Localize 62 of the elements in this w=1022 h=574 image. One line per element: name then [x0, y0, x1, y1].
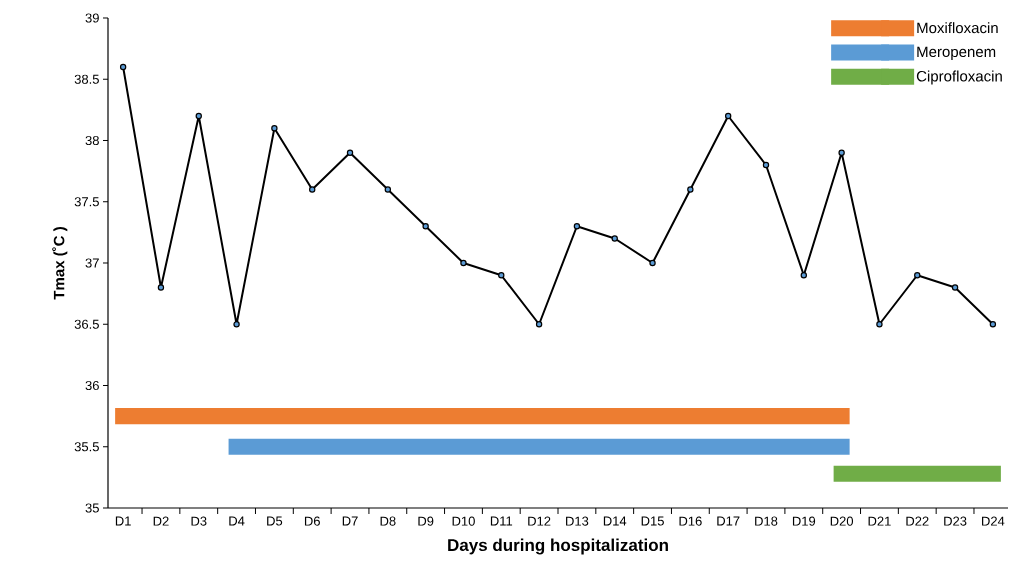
x-tick-label: D9 [418, 516, 434, 526]
point [838, 149, 845, 156]
point [535, 321, 543, 328]
legend-label: Ciprofloxacin [916, 70, 1002, 85]
x-tick-label: D8 [380, 516, 396, 526]
x-tick-label: D24 [982, 516, 1005, 526]
point [346, 149, 354, 156]
x-tick-label: D16 [679, 516, 702, 526]
point [611, 235, 618, 242]
y-axis-title: Tmax (˚C ) [52, 227, 68, 300]
y-tick-label: 38.5 [74, 74, 99, 84]
point [989, 321, 997, 328]
x-tick-label: D6 [304, 516, 320, 526]
x-tick-label: D12 [528, 516, 551, 526]
x-tick-label: D3 [191, 516, 207, 526]
x-tick-label: D2 [153, 516, 169, 526]
x-tick-label: D14 [603, 516, 627, 526]
point [384, 186, 392, 193]
y-tick-label: 36.5 [74, 319, 99, 329]
y-tick-label: 35.5 [74, 442, 99, 452]
point [724, 112, 732, 120]
y-tick-label: 39 [85, 13, 99, 23]
x-tick-label: D1 [115, 516, 131, 526]
point [876, 321, 883, 328]
x-tick-label: D7 [342, 516, 358, 526]
point [233, 321, 240, 328]
point [951, 284, 959, 291]
x-tick-label: D19 [792, 516, 816, 526]
y-tick-label: 36 [85, 380, 99, 391]
x-tick-label: D13 [566, 516, 589, 526]
x-tick-label: D21 [868, 516, 891, 526]
x-tick-label: D5 [267, 516, 283, 526]
point [687, 186, 694, 193]
point [195, 112, 202, 120]
x-axis-title: Days during hospitalization [448, 538, 668, 555]
point [271, 125, 278, 132]
point [119, 63, 127, 71]
x-tick-label: D22 [906, 516, 929, 526]
point [800, 272, 808, 279]
point [460, 259, 467, 267]
x-tick-label: D18 [755, 516, 778, 526]
point [422, 223, 429, 230]
x-tick-label: D20 [830, 516, 854, 526]
y-tick-label: 37 [85, 258, 99, 268]
legend-label: Moxifloxacin [917, 22, 998, 34]
legend-label: Meropenem [917, 46, 996, 61]
x-tick-label: D23 [944, 516, 967, 526]
x-tick-label: D11 [490, 516, 513, 526]
x-tick-label: D17 [717, 516, 740, 526]
y-tick-label: 37.5 [74, 197, 99, 207]
x-tick-label: D4 [229, 516, 245, 526]
y-tick-label: 35 [85, 503, 99, 513]
y-tick-label: 38 [85, 135, 99, 146]
point [573, 223, 581, 230]
x-tick-label: D15 [641, 516, 664, 526]
point [762, 161, 770, 169]
point [649, 259, 656, 267]
point [157, 284, 165, 291]
point [914, 272, 921, 279]
point [309, 186, 316, 193]
point [498, 272, 505, 279]
x-tick-label: D10 [452, 516, 475, 526]
